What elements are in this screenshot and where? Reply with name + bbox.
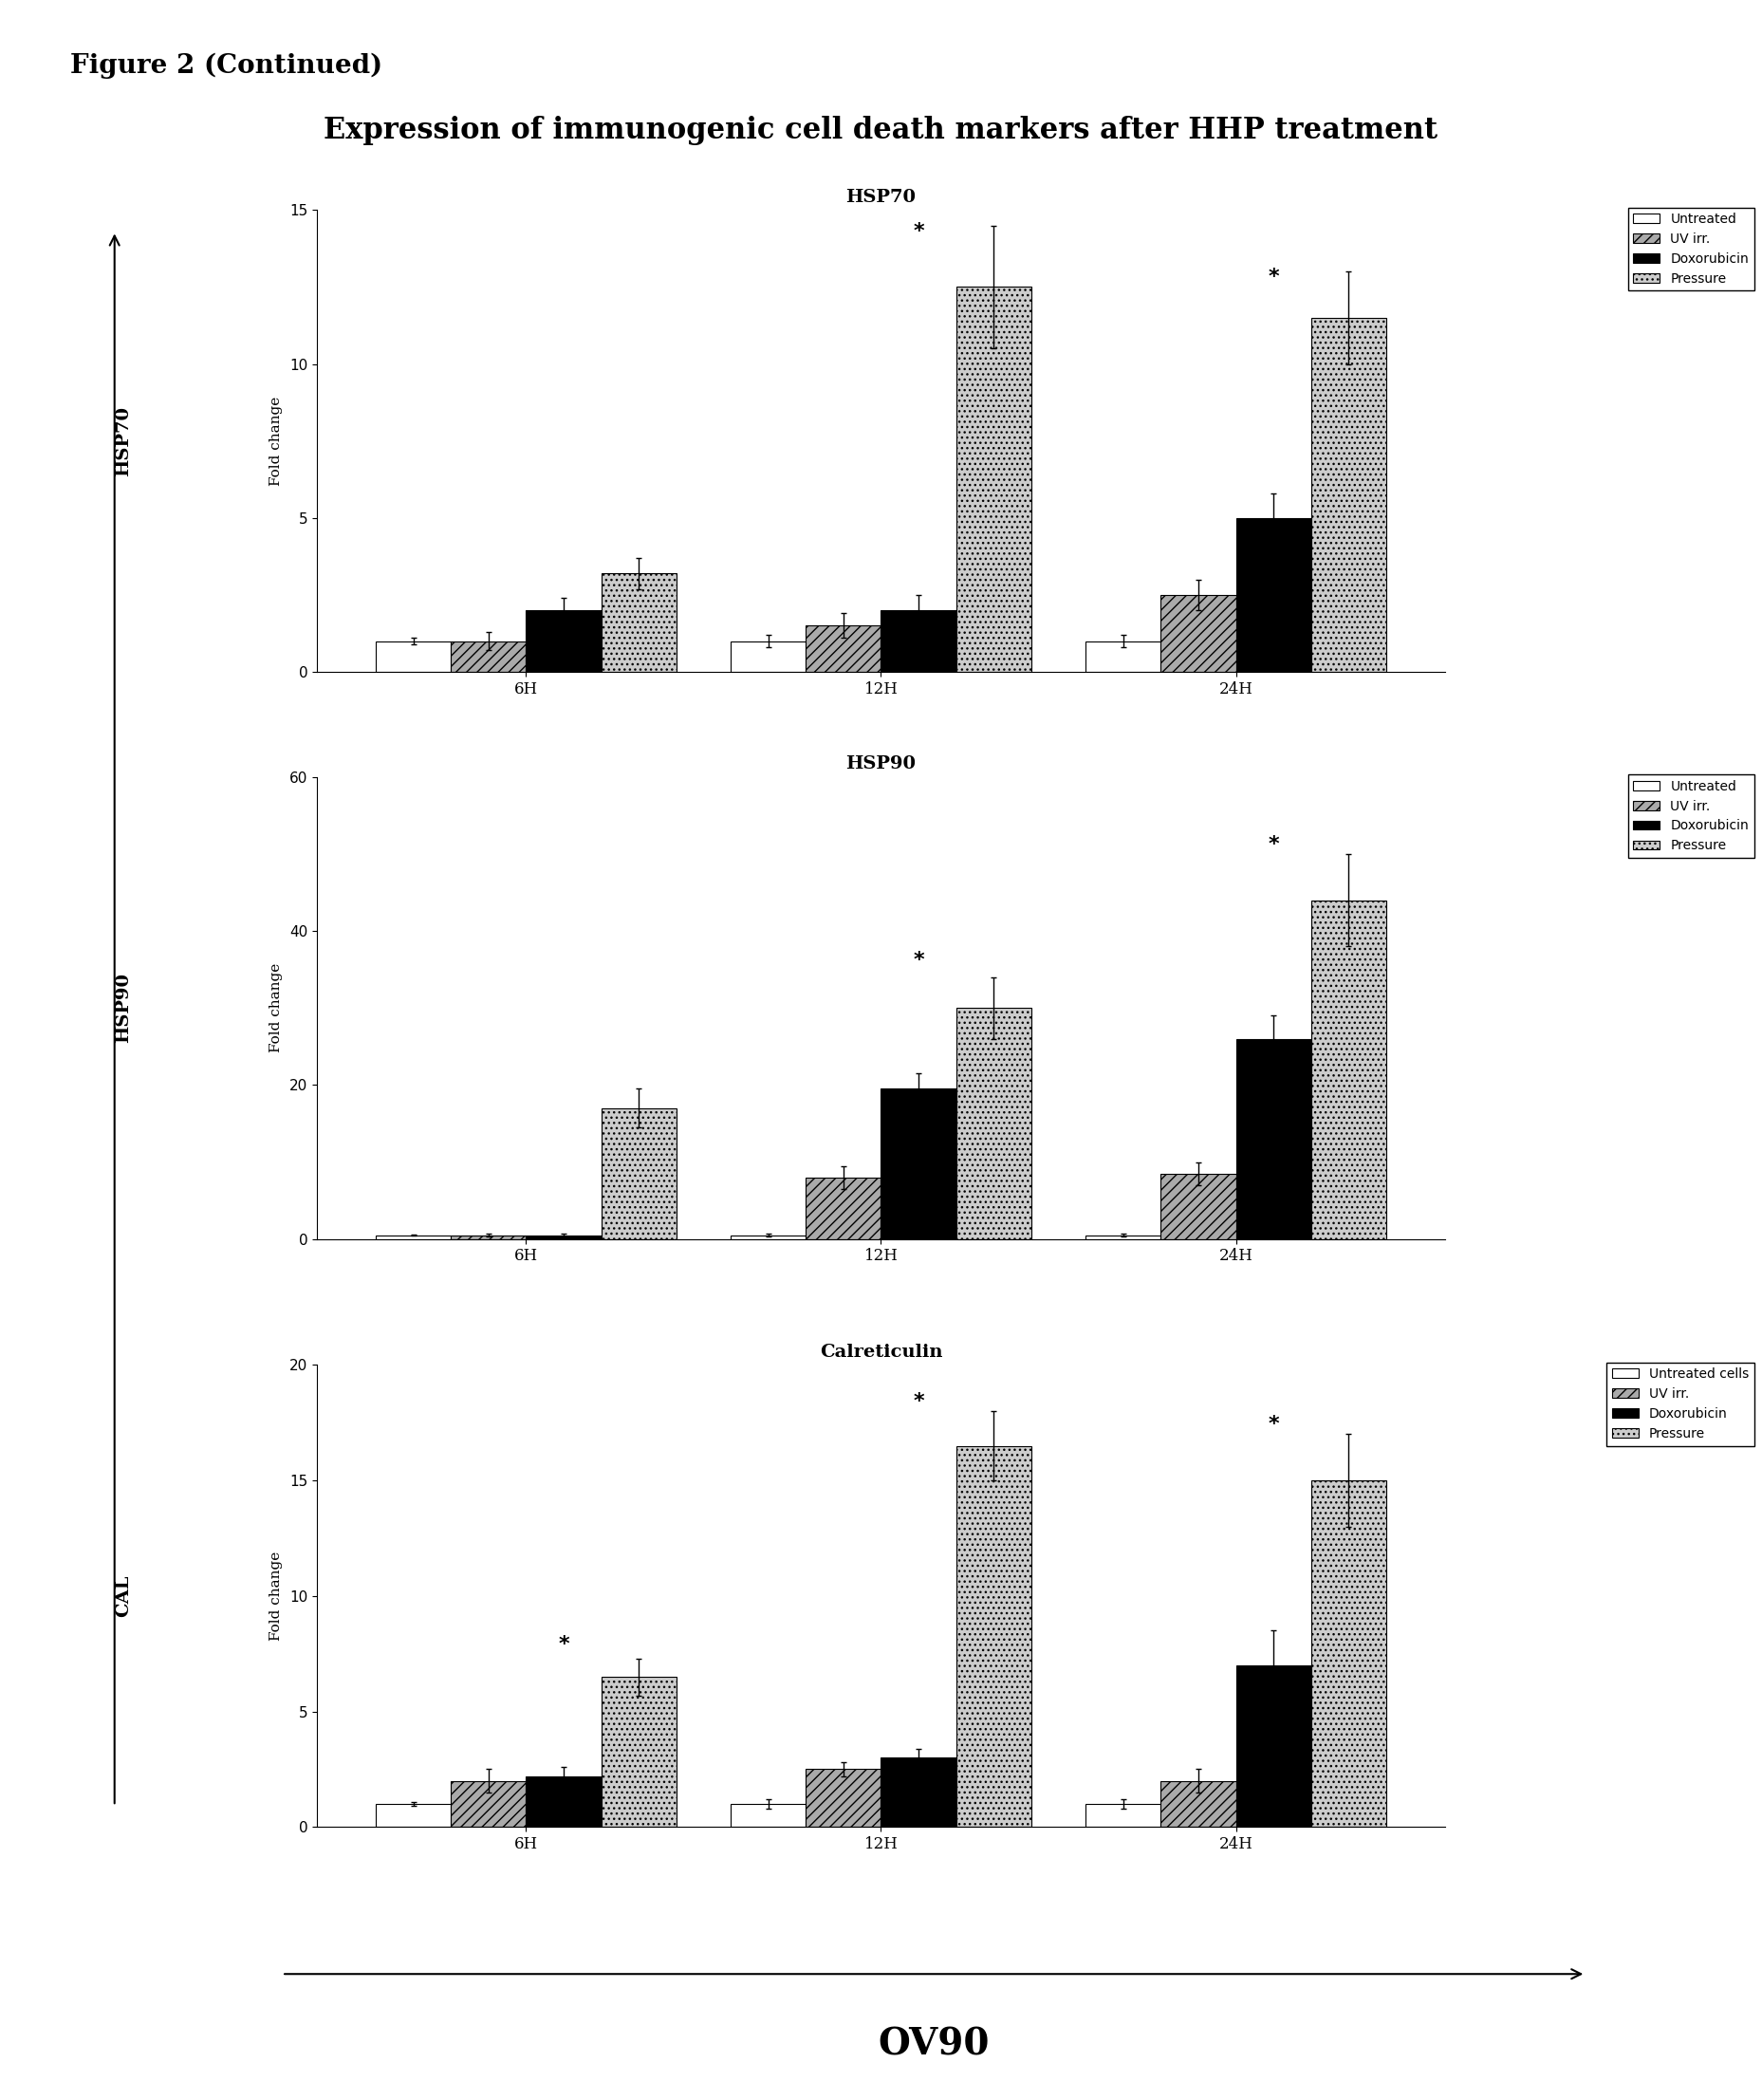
Bar <box>375 1804 451 1827</box>
Text: Figure 2 (Continued): Figure 2 (Continued) <box>70 52 382 78</box>
Bar <box>731 1804 805 1827</box>
Bar <box>805 1768 881 1827</box>
Legend: Untreated cells, UV irr., Doxorubicin, Pressure: Untreated cells, UV irr., Doxorubicin, P… <box>1607 1363 1753 1445</box>
Bar <box>805 1178 881 1239</box>
Bar <box>527 611 601 672</box>
Bar <box>881 611 957 672</box>
Bar <box>957 1445 1031 1827</box>
Bar <box>1161 1781 1235 1827</box>
Bar <box>805 626 881 672</box>
Bar <box>1311 317 1387 672</box>
Bar <box>451 640 527 672</box>
Bar <box>1085 640 1161 672</box>
Bar <box>1161 594 1235 672</box>
Bar <box>601 573 677 672</box>
Bar <box>1235 1040 1311 1239</box>
Title: HSP70: HSP70 <box>846 189 916 206</box>
Bar <box>731 1235 805 1239</box>
Y-axis label: Fold change: Fold change <box>270 397 284 485</box>
Text: OV90: OV90 <box>877 2026 990 2062</box>
Bar <box>1235 519 1311 672</box>
Text: *: * <box>913 223 923 242</box>
Bar <box>881 1758 957 1827</box>
Text: *: * <box>1269 1415 1279 1434</box>
Bar <box>527 1777 601 1827</box>
Bar <box>1161 1174 1235 1239</box>
Bar <box>601 1109 677 1239</box>
Bar <box>731 640 805 672</box>
Text: *: * <box>1269 836 1279 855</box>
Text: *: * <box>913 1392 923 1411</box>
Text: CAL: CAL <box>115 1575 132 1617</box>
Bar <box>451 1781 527 1827</box>
Bar <box>375 640 451 672</box>
Text: *: * <box>1269 269 1279 288</box>
Text: Expression of immunogenic cell death markers after HHP treatment: Expression of immunogenic cell death mar… <box>324 116 1438 145</box>
Bar <box>957 288 1031 672</box>
Bar <box>451 1235 527 1239</box>
Bar <box>1311 1480 1387 1827</box>
Bar <box>881 1090 957 1239</box>
Y-axis label: Fold change: Fold change <box>270 964 284 1052</box>
Title: HSP90: HSP90 <box>846 756 916 773</box>
Bar <box>1311 901 1387 1239</box>
Bar <box>957 1008 1031 1239</box>
Title: Calreticulin: Calreticulin <box>819 1344 943 1361</box>
Text: HSP70: HSP70 <box>115 405 132 477</box>
Bar <box>527 1235 601 1239</box>
Bar <box>601 1676 677 1827</box>
Y-axis label: Fold change: Fold change <box>270 1552 284 1640</box>
Bar <box>1085 1804 1161 1827</box>
Legend: Untreated, UV irr., Doxorubicin, Pressure: Untreated, UV irr., Doxorubicin, Pressur… <box>1628 775 1753 857</box>
Text: *: * <box>559 1634 569 1655</box>
Bar <box>1235 1665 1311 1827</box>
Bar <box>375 1235 451 1239</box>
Text: *: * <box>913 951 923 970</box>
Bar <box>1085 1235 1161 1239</box>
Legend: Untreated, UV irr., Doxorubicin, Pressure: Untreated, UV irr., Doxorubicin, Pressur… <box>1628 208 1753 290</box>
Text: HSP90: HSP90 <box>115 972 132 1044</box>
